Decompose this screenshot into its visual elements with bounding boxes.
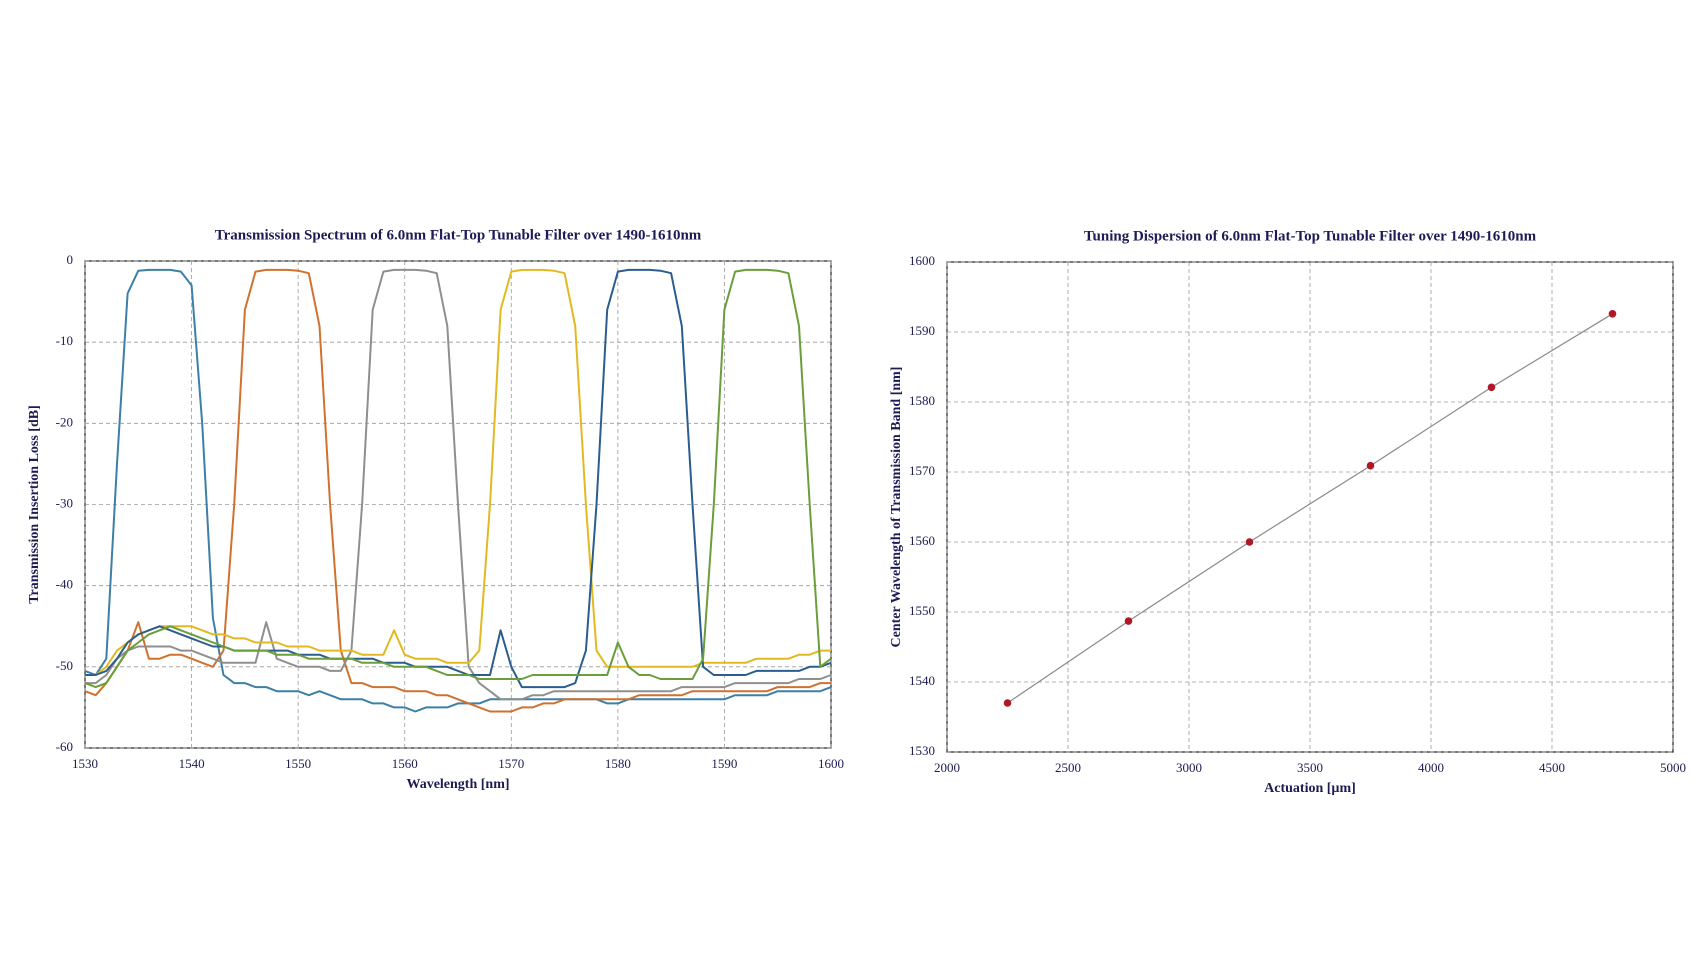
y-tick-label: 1560 [909,533,935,548]
x-tick-label: 2500 [1055,760,1081,775]
x-tick-label: 1530 [72,756,98,771]
y-tick-label: 1580 [909,393,935,408]
x-axis-label: Actuation [µm] [1264,781,1356,796]
spectrum-line [85,268,832,689]
y-tick-label: -30 [56,495,73,510]
chart-panel: 1530 1540 1550 1560 1570 1580 1590 1600 0 -10 -20 -… [27,227,844,792]
data-point [1608,310,1617,318]
y-tick-label: -60 [56,739,73,754]
y-tick-label: -10 [56,333,73,348]
data-point [1124,617,1133,625]
x-tick-label: 1600 [818,756,844,771]
spectrum-line [85,268,831,676]
y-tick-label: 1570 [909,463,935,478]
y-tick-label: 1600 [909,253,935,268]
y-tick-label: 1540 [909,673,935,688]
x-tick-label: 4500 [1539,760,1565,775]
y-tick-label: -20 [56,414,73,429]
data-point [1487,383,1496,392]
data-point [1003,699,1012,707]
spectrum-line [84,268,831,713]
x-tick-label: 3000 [1176,760,1202,775]
x-tick-label: 1540 [179,756,205,771]
y-tick-label: 1550 [909,603,935,618]
y-tick-label: -50 [56,658,73,673]
spectrum-line [84,268,832,689]
x-tick-label: 2000 [934,760,960,775]
x-tick-label: 4000 [1418,760,1444,775]
spectrum-line [84,268,832,713]
x-tick-label: 1580 [605,756,631,771]
chart-title: Tuning Dispersion of 6.0nm Flat-Top Tuna… [1084,228,1537,244]
data-point [1245,538,1254,546]
y-axis-label: Transmission Insertion Loss [dB] [27,405,42,604]
data-point [1366,461,1375,470]
x-tick-label: 5000 [1660,760,1686,775]
x-tick-label: 1590 [711,756,737,771]
x-axis-label: Wavelength [nm] [406,777,509,792]
x-tick-label: 3500 [1297,760,1323,775]
trend-line [1007,313,1613,704]
y-tick-label: 0 [67,252,74,267]
spectrum-line [85,268,832,701]
y-tick-label: -40 [56,577,73,592]
x-tick-label: 1560 [392,756,418,771]
chart-panel: 2000 2500 3000 3500 4000 4500 5000 1600 1590 1580… [889,228,1686,796]
x-tick-label: 1550 [285,756,311,771]
y-tick-label: 1590 [909,323,935,338]
y-tick-label: 1530 [909,743,935,758]
y-axis-label: Center Wavelength of Transmission Band [… [889,367,904,648]
x-tick-label: 1570 [498,756,524,771]
chart-title: Transmission Spectrum of 6.0nm Flat-Top … [215,227,702,243]
